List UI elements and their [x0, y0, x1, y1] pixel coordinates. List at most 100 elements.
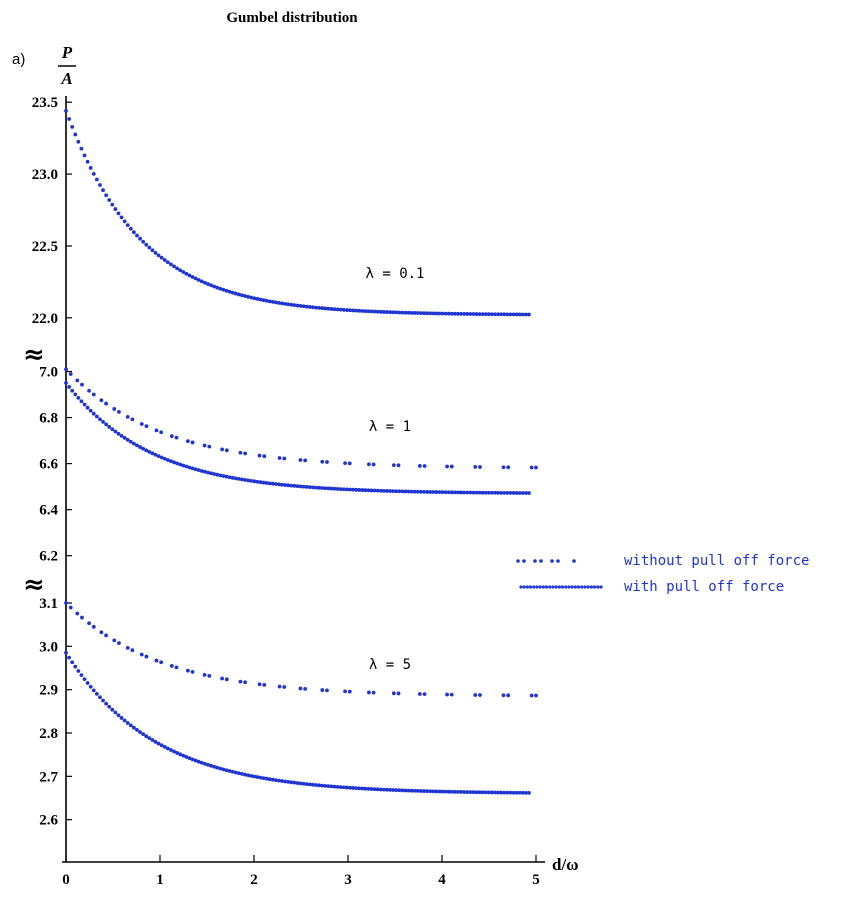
y-tick-label: 2.6 [39, 813, 58, 829]
data-point [67, 117, 71, 121]
data-point [323, 783, 328, 788]
data-point [190, 275, 195, 279]
data-point [246, 478, 250, 483]
data-point [301, 484, 306, 489]
data-point [159, 455, 164, 460]
data-point [227, 769, 232, 773]
data-point [465, 490, 470, 495]
data-point [286, 302, 291, 307]
data-point [159, 430, 164, 435]
panels: 22.0 22.5 23.0 23.5 λ = 0.1 6.2 6.4 6.6 6.8 7.0 λ … [32, 95, 538, 829]
data-point [371, 690, 376, 695]
data-point [128, 439, 133, 444]
chart-title: Gumbel distribution [226, 10, 358, 26]
data-point [147, 449, 152, 454]
legend-marker-dot [573, 585, 578, 589]
data-point [119, 433, 124, 438]
data-point [98, 183, 102, 187]
data-point [212, 764, 217, 769]
data-point [206, 470, 210, 475]
data-point [249, 295, 254, 300]
data-point [456, 490, 460, 495]
legend-marker-dot [556, 559, 560, 563]
data-point [372, 309, 377, 314]
data-point [139, 422, 144, 426]
data-point [415, 311, 420, 315]
data-point [174, 435, 179, 440]
data-point [506, 693, 511, 698]
data-point [88, 408, 93, 413]
data-point [369, 787, 374, 791]
legend-marker-dot [539, 559, 543, 563]
data-point [85, 159, 90, 164]
data-point [209, 283, 213, 288]
data-point [138, 236, 142, 241]
data-point [135, 728, 139, 732]
data-point [212, 472, 217, 476]
data-point [206, 282, 210, 286]
data-point [125, 437, 130, 442]
data-point [422, 789, 426, 793]
data-point [224, 677, 229, 682]
data-point [91, 624, 96, 629]
data-point [462, 490, 467, 495]
data-point [193, 276, 198, 281]
data-point [243, 478, 247, 482]
data-point [131, 725, 136, 730]
data-point [128, 226, 133, 231]
data-point [187, 756, 192, 761]
data-point [341, 487, 346, 492]
data-point [304, 782, 309, 786]
data-point [381, 488, 386, 493]
data-point [523, 312, 528, 317]
data-point [320, 459, 325, 464]
y-tick-label: 2.9 [39, 683, 58, 699]
data-point [520, 790, 525, 795]
data-point [499, 490, 504, 495]
data-point [252, 479, 257, 484]
x-tick-label: 0 [62, 872, 70, 888]
data-point [307, 782, 312, 787]
data-point [422, 311, 426, 316]
data-point [122, 219, 127, 224]
data-point [344, 308, 349, 312]
legend-marker-dot [567, 585, 571, 589]
data-point [344, 785, 349, 790]
data-point [363, 309, 368, 314]
data-point [517, 312, 522, 317]
data-point [174, 665, 179, 670]
data-point [496, 312, 500, 317]
data-point [465, 790, 470, 794]
data-point [150, 248, 155, 253]
data-point [459, 490, 463, 495]
series-with-pull-off-force [64, 108, 531, 317]
data-point [292, 484, 297, 488]
data-point [396, 691, 401, 696]
data-point [323, 486, 328, 491]
data-point [190, 670, 195, 674]
y-tick-label: 6.4 [39, 503, 58, 519]
data-point [286, 779, 291, 784]
legend-marker-dot [572, 559, 576, 563]
data-point [196, 278, 201, 282]
data-point [73, 392, 78, 397]
data-point [104, 701, 109, 706]
data-point [289, 483, 294, 488]
data-point [99, 398, 104, 403]
data-point [326, 784, 331, 789]
data-point [456, 311, 460, 316]
data-point [273, 300, 278, 305]
legend-entry: with pull off force [519, 579, 784, 595]
legend-marker-dot [541, 585, 546, 589]
data-point [422, 692, 427, 697]
y-tick-label: 3.1 [39, 596, 58, 612]
data-point [141, 446, 146, 451]
data-point [85, 681, 90, 685]
data-point [357, 786, 362, 791]
data-point [249, 773, 254, 778]
data-point [64, 367, 68, 372]
data-point [329, 784, 334, 789]
data-point [282, 456, 287, 461]
data-point [363, 488, 368, 493]
data-point [335, 487, 340, 491]
